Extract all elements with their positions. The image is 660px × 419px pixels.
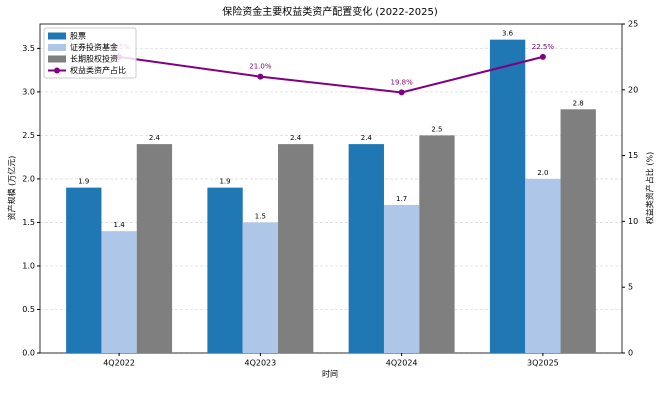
bar xyxy=(136,144,173,353)
legend-label: 权益类资产占比 xyxy=(70,65,126,75)
data-label: 2.4 xyxy=(149,134,161,142)
y2-tick-label: 0 xyxy=(628,349,633,358)
data-label: 1.7 xyxy=(396,195,407,203)
line-marker xyxy=(257,73,264,80)
y-tick-label: 3.5 xyxy=(22,44,35,53)
data-label: 21.0% xyxy=(249,63,272,71)
legend-swatch xyxy=(48,44,66,51)
data-label: 2.4 xyxy=(290,134,302,142)
legend-swatch xyxy=(48,55,66,63)
legend-label: 股票 xyxy=(70,32,86,41)
y-tick-label: 0.5 xyxy=(22,305,35,314)
bar xyxy=(419,135,455,353)
y-tick-label: 1.0 xyxy=(22,261,35,270)
y-tick-label: 2.5 xyxy=(22,131,35,140)
y2-tick-label: 20 xyxy=(628,85,638,94)
data-label: 2.4 xyxy=(361,134,373,142)
line-marker xyxy=(539,53,546,60)
y-tick-label: 2.0 xyxy=(22,174,35,183)
y2-tick-label: 10 xyxy=(628,217,638,226)
chart-title: 保险资金主要权益类资产配置变化 (2022-2025) xyxy=(222,5,438,18)
data-label: 22.5% xyxy=(532,43,555,51)
bar xyxy=(278,144,314,353)
x-tick-label: 3Q2025 xyxy=(527,359,559,368)
legend-swatch xyxy=(48,32,66,40)
line-marker xyxy=(398,89,405,96)
data-label: 2.0 xyxy=(537,169,548,177)
x-axis-label: 时间 xyxy=(322,369,338,379)
legend-box xyxy=(43,27,137,79)
data-label: 1.9 xyxy=(219,178,230,186)
y-tick-label: 1.5 xyxy=(22,218,35,227)
plot-frame xyxy=(39,23,623,354)
bar xyxy=(560,109,596,353)
data-label: 1.5 xyxy=(255,212,266,220)
bar xyxy=(489,39,526,354)
y2-tick-label: 25 xyxy=(628,20,638,29)
y-tick-label: 0.0 xyxy=(22,349,35,358)
y-axis-label: 资产规模 (万亿元) xyxy=(7,156,17,221)
legend-label: 证券投资基金 xyxy=(70,42,118,52)
data-label: 1.9 xyxy=(78,178,89,186)
bar xyxy=(525,178,561,353)
y-tick-label: 3.0 xyxy=(22,87,35,96)
bar xyxy=(101,231,137,353)
legend-label: 长期股权投资 xyxy=(70,54,118,64)
x-tick-label: 4Q2023 xyxy=(244,359,276,368)
x-tick-label: 4Q2022 xyxy=(103,359,135,368)
bar xyxy=(66,187,102,353)
y2-tick-label: 5 xyxy=(628,283,633,292)
bar xyxy=(207,187,243,353)
data-label: 1.4 xyxy=(114,221,126,229)
legend-marker xyxy=(54,67,60,74)
bar xyxy=(383,205,420,353)
data-label: 2.8 xyxy=(573,99,584,107)
bar xyxy=(348,144,384,353)
y2-axis-label: 权益类资产占比 (%) xyxy=(645,152,655,224)
y2-tick-label: 15 xyxy=(628,151,638,160)
data-label: 19.8% xyxy=(391,78,414,86)
x-tick-label: 4Q2024 xyxy=(386,359,418,368)
line xyxy=(118,55,544,94)
data-label: 3.6 xyxy=(502,30,514,38)
data-label: 2.5 xyxy=(431,125,442,133)
bar xyxy=(242,222,279,353)
